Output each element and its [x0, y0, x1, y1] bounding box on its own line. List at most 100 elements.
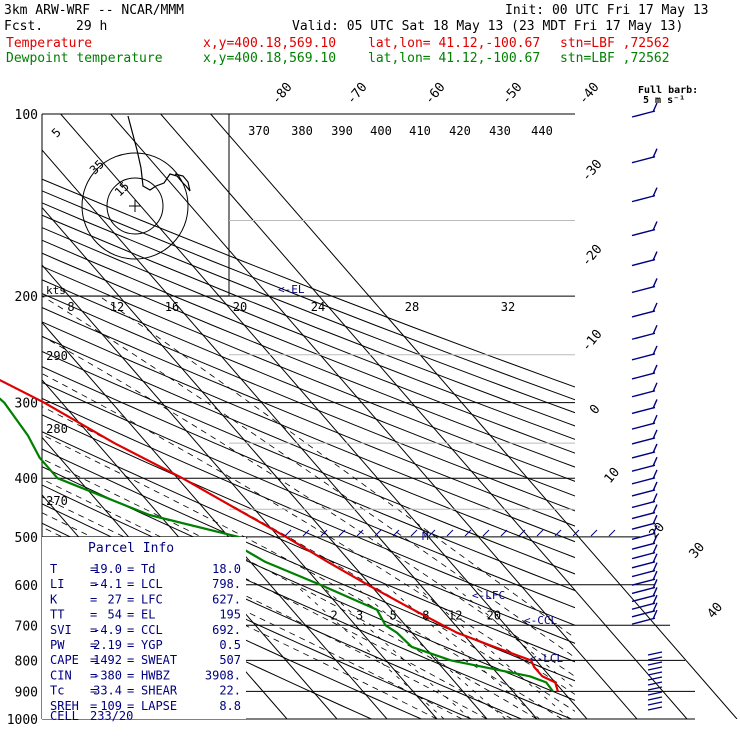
hodograph-ring-inner — [106, 177, 164, 235]
wind-barb-staff — [631, 332, 656, 340]
wind-barb-flag — [652, 602, 658, 613]
dewpoint-station: stn=LBF ,72562 — [560, 51, 670, 66]
pressure-label-800: 800 — [15, 654, 38, 669]
wind-barb-staff — [631, 437, 656, 445]
wind-barb-mid — [410, 529, 418, 537]
hodograph-ring-label-mid: 35 — [87, 157, 107, 177]
wind-barb-mid — [356, 529, 364, 537]
hodograph-ring-label-inner: 15 — [112, 179, 132, 199]
wind-barb-flag — [652, 251, 658, 261]
hodograph-ring-label-outer: 5 — [49, 125, 64, 140]
isotherm — [160, 114, 688, 719]
wind-barb-mid — [482, 529, 490, 537]
dry-adiabat — [42, 466, 575, 701]
wind-barb-mid — [590, 529, 598, 537]
wind-barb-staff — [631, 477, 656, 485]
dry-adiabat — [42, 448, 575, 682]
dry-adiabat — [42, 484, 573, 719]
grid-lines — [42, 178, 575, 719]
valid-time: Valid: 05 UTC Sat 18 May 13 (23 MDT Fri … — [292, 19, 684, 34]
wind-barb-staff — [631, 511, 656, 520]
theta-label-left-1: 280 — [46, 422, 68, 436]
isotherm-label-4: -40 — [576, 80, 603, 108]
isotherm-label-1: -70 — [344, 80, 371, 108]
wind-barb-flag — [652, 364, 658, 375]
wind-barb-low — [647, 681, 663, 686]
isotherm — [42, 436, 288, 719]
pressure-label-400: 400 — [15, 472, 38, 487]
dry-adiabat — [42, 202, 575, 414]
wind-barb-flag — [652, 302, 658, 313]
dry-adiabat — [42, 252, 575, 468]
moist-adiabat — [42, 496, 488, 719]
wind-barb-staff — [631, 551, 656, 560]
wind-barb-staff — [631, 194, 656, 203]
wind-barb-staff — [631, 522, 656, 530]
wind-barb-mid — [374, 529, 382, 537]
wind-barb-staff — [631, 156, 656, 164]
wind-barb-low — [647, 666, 663, 671]
theta-label-left-0: 290 — [46, 349, 68, 363]
dry-adiabat — [42, 321, 575, 543]
dewpoint-curve — [0, 397, 554, 692]
hodograph-ring-outer — [81, 152, 189, 260]
wind-barb-low — [647, 696, 663, 701]
mixing-ratio-label-5: 20 — [487, 608, 501, 622]
wind-barb-staff — [631, 258, 656, 267]
mixing-ratio-line — [414, 584, 571, 719]
isotherm — [110, 114, 638, 719]
wind-barb-flag — [652, 534, 658, 545]
wind-barb-flag — [652, 570, 658, 581]
wind-barb-flag — [652, 525, 658, 535]
wind-barb-mid — [464, 529, 472, 537]
hodograph-speed-label-6: 32 — [501, 300, 515, 314]
wind-barb-low — [647, 701, 663, 706]
wind-barb-flag — [652, 544, 658, 554]
pressure-label-100: 100 — [15, 108, 38, 123]
wind-barb-flag — [652, 102, 658, 113]
wind-barb-staff — [631, 406, 656, 415]
wind-barb-mid — [608, 529, 616, 537]
wind-barb-staff — [631, 110, 656, 118]
wind-barb-flag — [652, 414, 658, 425]
wind-barb-staff — [631, 285, 656, 294]
wind-barb-staff — [631, 578, 656, 586]
hodograph-trace — [127, 115, 191, 192]
dewpoint-xy: x,y=400.18,569.10 — [203, 51, 337, 66]
isotherm-label-3: -50 — [499, 80, 526, 108]
wind-barb-low — [647, 706, 663, 711]
hodograph-speed-label-2: 16 — [165, 300, 179, 314]
wind-barb-flag — [652, 278, 658, 288]
isotherm-label-6: -20 — [579, 242, 606, 270]
wind-barb-staff — [631, 228, 656, 237]
isotherm — [42, 264, 438, 719]
dry-adiabat — [42, 306, 575, 527]
temperature-legend: Temperature — [6, 36, 93, 51]
isotherm-label-5: -30 — [579, 157, 606, 185]
wind-barb-mid — [536, 529, 544, 537]
wind-barb-flag — [652, 324, 658, 335]
wind-barb-low — [647, 686, 663, 691]
pressure-label-200: 200 — [15, 290, 38, 305]
wind-barb-staff — [631, 451, 656, 459]
dry-adiabat — [42, 279, 575, 497]
theta-label-top-4: 410 — [409, 124, 431, 138]
annotation-m: M — [422, 530, 429, 543]
wind-barb-flag — [652, 504, 658, 514]
mixing-ratio-label-1: 3 — [356, 608, 363, 622]
pressure-label-700: 700 — [15, 619, 38, 634]
wind-barb-flag — [652, 579, 658, 589]
isotherm-label-2: -60 — [422, 80, 449, 108]
mixing-ratio-label-4: 12 — [448, 608, 462, 622]
theta-label-top-1: 380 — [291, 124, 313, 138]
init-time: Init: 00 UTC Fri 17 May 13 — [505, 3, 709, 18]
dry-adiabat — [42, 214, 575, 427]
wind-barb-flag — [652, 469, 658, 480]
forecast-hour: 29 h — [76, 19, 108, 34]
wind-barb-flag — [652, 382, 658, 393]
isotherm — [42, 379, 338, 719]
wind-barb-mid — [518, 529, 526, 537]
wind-barb-staff — [631, 310, 656, 318]
isotherm-label-10: 20 — [647, 520, 669, 542]
